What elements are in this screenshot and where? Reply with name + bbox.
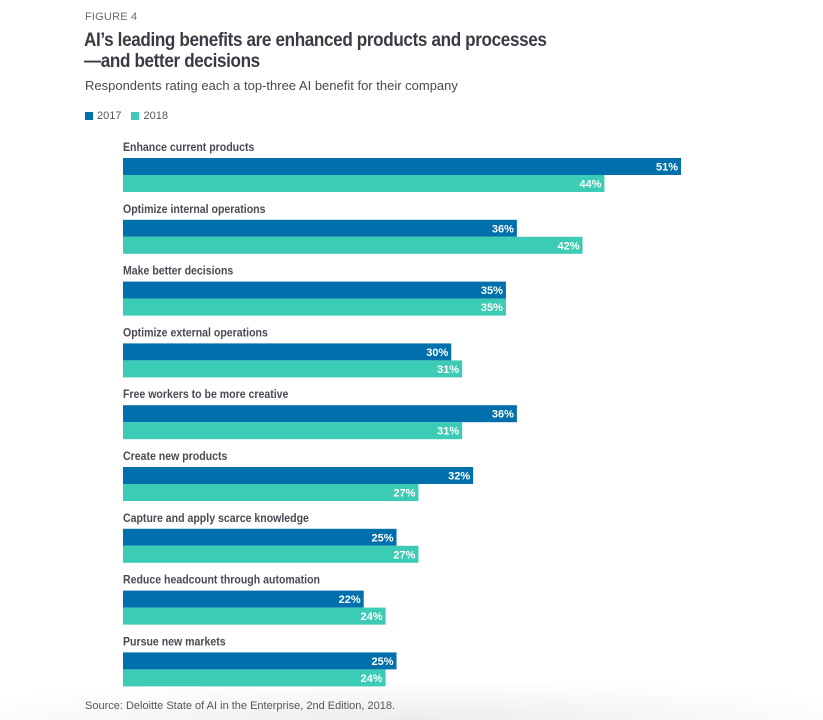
bar-2017 xyxy=(123,405,517,423)
category-label: Enhance current products xyxy=(123,141,254,154)
bar-2017 xyxy=(123,467,474,484)
value-label-2018: 24% xyxy=(361,611,383,623)
legend-item-2017: 2017 xyxy=(85,110,121,122)
value-label-2018: 27% xyxy=(393,549,415,561)
bar-2018 xyxy=(123,298,506,316)
value-label-2018: 27% xyxy=(393,488,415,500)
source-note: Source: Deloitte State of AI in the Ente… xyxy=(85,700,396,712)
chart-title: AI’s leading benefits are enhanced produ… xyxy=(84,30,547,72)
legend-label-2018: 2018 xyxy=(143,110,168,122)
bar-2018 xyxy=(123,360,463,378)
bottom-shade xyxy=(0,680,823,720)
bar-2018 xyxy=(123,669,386,687)
bar-2018 xyxy=(123,484,419,501)
legend-swatch-2018 xyxy=(131,112,140,120)
category-label: Reduce headcount through automation xyxy=(123,574,320,587)
value-label-2017: 32% xyxy=(448,471,470,483)
bar-2017 xyxy=(123,158,681,175)
value-label-2018: 42% xyxy=(557,240,579,252)
bar-2018 xyxy=(123,545,419,563)
value-label-2017: 25% xyxy=(371,532,393,544)
legend-label-2017: 2017 xyxy=(97,110,122,122)
category-label: Free workers to be more creative xyxy=(123,389,288,402)
category-label: Pursue new markets xyxy=(123,636,226,649)
value-label-2017: 22% xyxy=(339,594,361,606)
figure-label: FIGURE 4 xyxy=(85,11,138,23)
category-label: Make better decisions xyxy=(123,265,233,278)
bar-2018 xyxy=(123,236,583,254)
value-label-2018: 24% xyxy=(361,673,383,685)
value-label-2018: 31% xyxy=(437,364,459,376)
legend: 2017 2018 xyxy=(85,110,168,122)
bar-2017 xyxy=(123,343,452,361)
bar-2018 xyxy=(123,422,463,440)
value-label-2017: 25% xyxy=(371,656,393,668)
value-label-2017: 51% xyxy=(656,162,678,174)
bar-2017 xyxy=(123,652,397,670)
bar-2017 xyxy=(123,281,506,299)
bar-2017 xyxy=(123,219,517,237)
bar-2018 xyxy=(123,175,605,192)
value-label-2018: 44% xyxy=(579,179,601,191)
value-label-2017: 36% xyxy=(492,223,514,235)
chart-subtitle: Respondents rating each a top-three AI b… xyxy=(85,78,458,93)
value-label-2017: 35% xyxy=(481,285,503,297)
legend-item-2018: 2018 xyxy=(131,110,168,122)
value-label-2017: 36% xyxy=(492,409,514,421)
value-label-2018: 35% xyxy=(481,302,503,314)
category-label: Optimize external operations xyxy=(123,327,268,340)
category-label: Create new products xyxy=(123,450,227,463)
value-label-2017: 30% xyxy=(426,347,448,359)
category-label: Capture and apply scarce knowledge xyxy=(123,512,309,525)
bar-2018 xyxy=(123,607,386,625)
value-label-2018: 31% xyxy=(437,426,459,438)
legend-swatch-2017 xyxy=(85,112,93,120)
bar-2017 xyxy=(123,590,364,608)
category-label: Optimize internal operations xyxy=(123,203,266,216)
bar-2017 xyxy=(123,528,397,546)
